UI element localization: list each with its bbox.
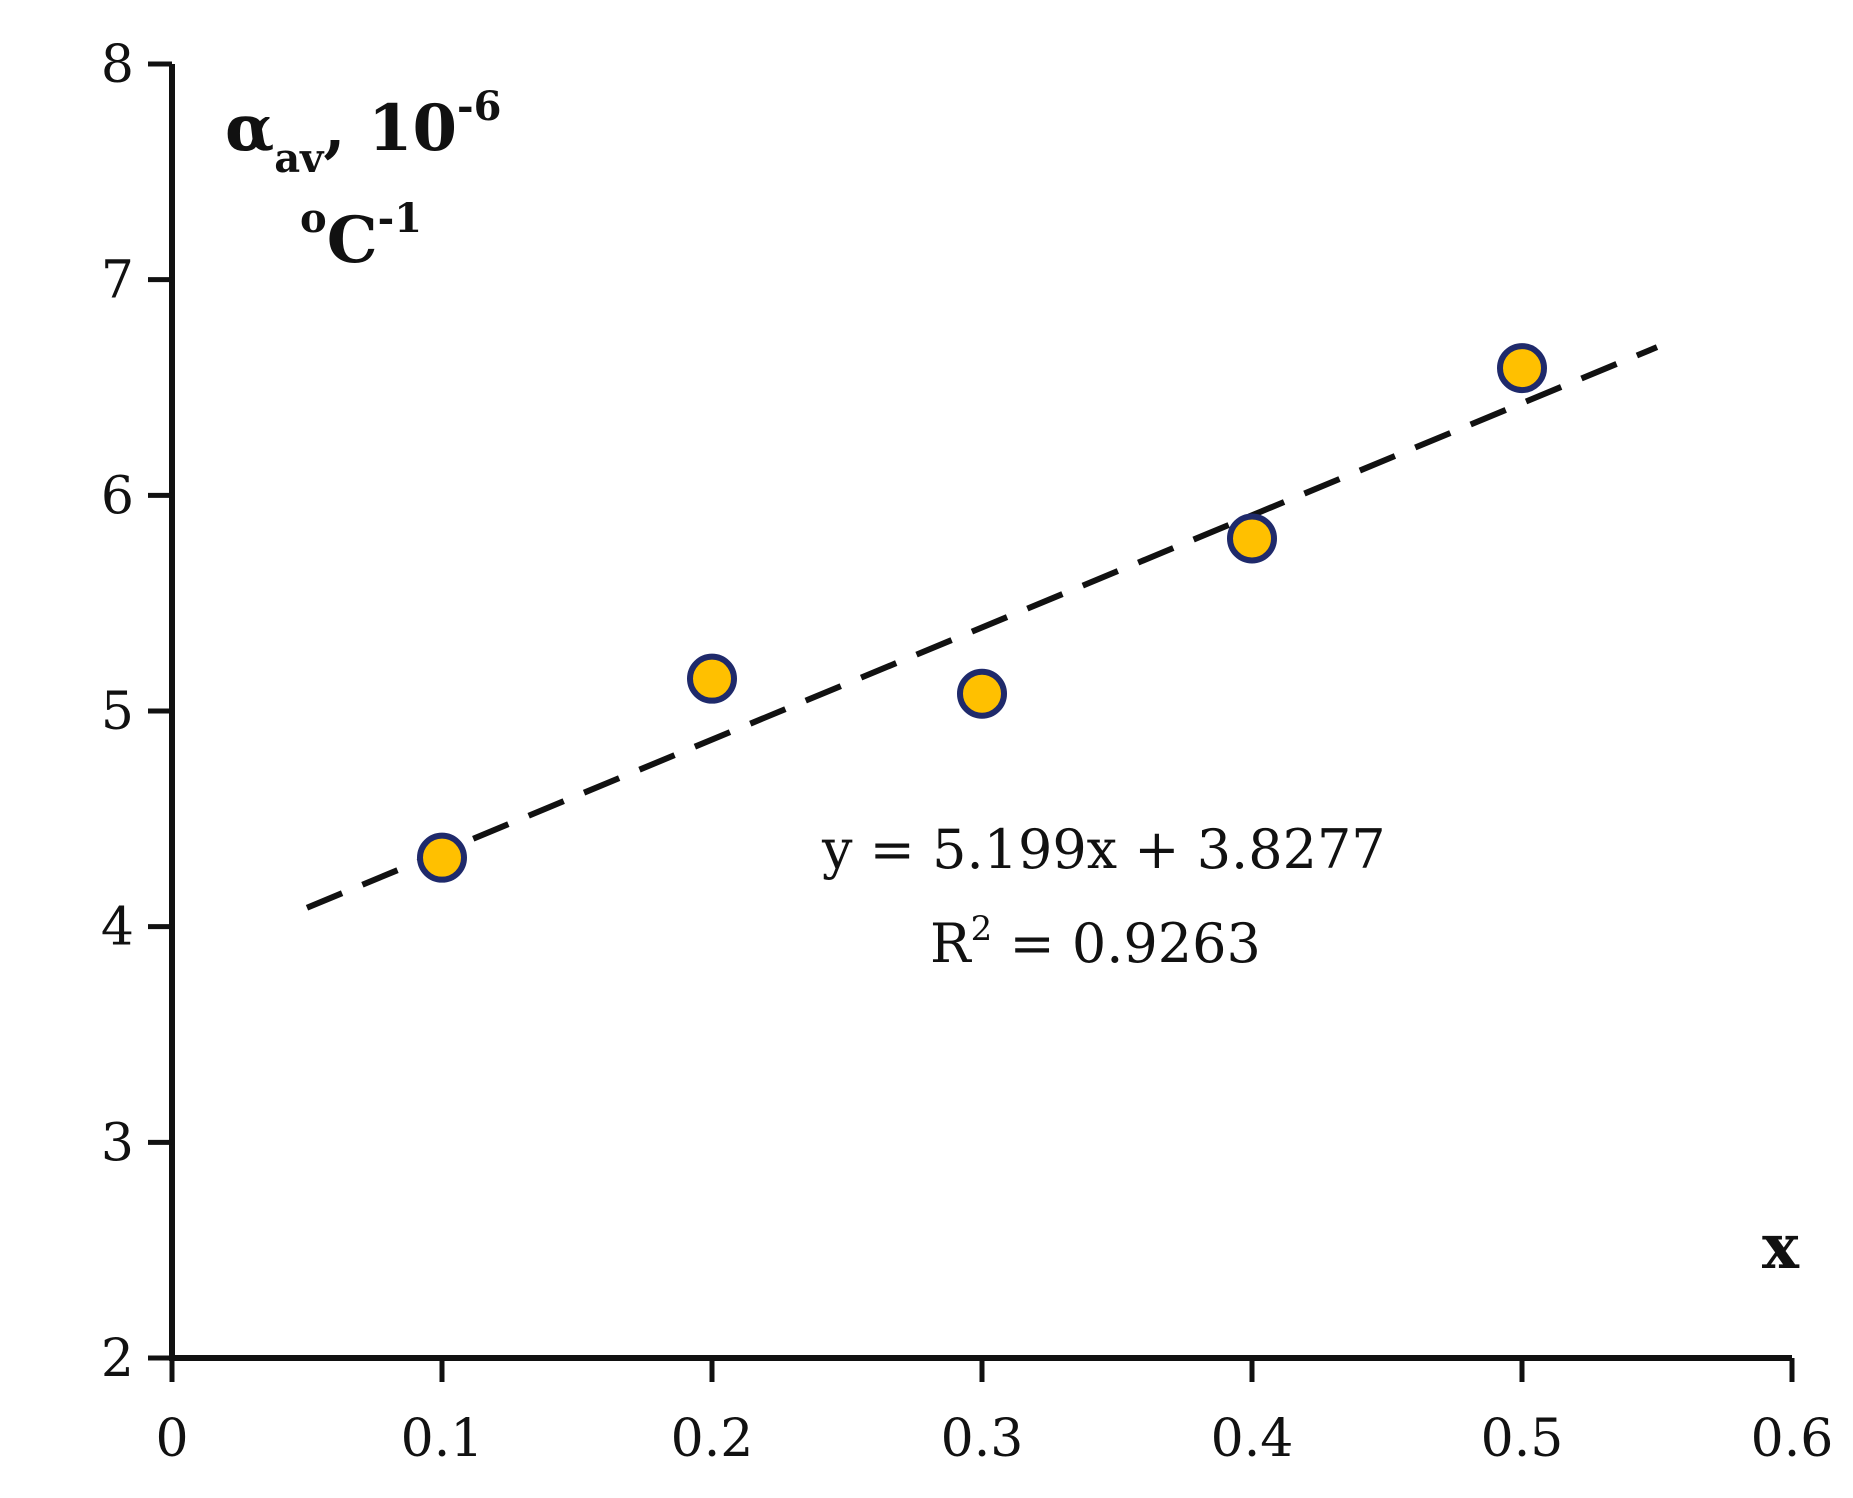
r2-exponent: 2 — [971, 909, 993, 949]
data-point — [1227, 513, 1277, 564]
x-tick-label: 0.4 — [1211, 1409, 1294, 1469]
x-tick-label: 0.2 — [671, 1409, 754, 1469]
y-tick-label: 3 — [101, 1113, 134, 1173]
ylabel-subscript: av — [274, 135, 325, 182]
x-tick-label: 0.6 — [1751, 1409, 1834, 1469]
x-axis-label: x — [1762, 1210, 1800, 1283]
r-squared: R2 = 0.9263 — [930, 909, 1261, 975]
trendline-group — [305, 344, 1659, 911]
y-tick-label: 8 — [101, 35, 134, 95]
data-point — [957, 668, 1007, 719]
data-point — [1497, 343, 1547, 394]
ylabel-unit-exponent: -1 — [378, 195, 422, 242]
x-tick-label: 0.5 — [1481, 1409, 1564, 1469]
ylabel-symbol: α — [225, 91, 274, 166]
trendline — [305, 344, 1659, 911]
data-point — [417, 832, 467, 883]
ylabel-unit: C — [327, 203, 378, 278]
axes: 2 3 4 5 6 7 8 0 0.1 0.2 0.3 0.4 0.5 0.6 — [101, 35, 1833, 1469]
data-points — [417, 343, 1547, 883]
ylabel-base: 10 — [368, 91, 457, 166]
y-tick-label: 4 — [101, 898, 134, 958]
x-tick-label: 0.1 — [401, 1409, 484, 1469]
regression-equation: y = 5.199x + 3.8277 — [821, 818, 1386, 881]
data-point — [687, 653, 737, 704]
y-axis-label-line1: αav, 10-6 — [225, 83, 501, 182]
x-tick-label: 0.3 — [941, 1409, 1024, 1469]
ylabel-comma: , — [323, 91, 345, 166]
ylabel-exponent: -6 — [457, 83, 501, 130]
y-tick-label: 2 — [101, 1329, 134, 1389]
x-tick-label: 0 — [155, 1409, 188, 1469]
y-tick-label: 5 — [101, 682, 134, 742]
y-axis-ticks: 2 3 4 5 6 7 8 — [101, 35, 172, 1389]
r2-prefix: R — [930, 912, 972, 975]
y-axis-label-line2: oC-1 — [300, 195, 422, 278]
r2-suffix: = 0.9263 — [992, 912, 1261, 975]
x-axis-ticks: 0 0.1 0.2 0.3 0.4 0.5 0.6 — [155, 1358, 1833, 1469]
y-tick-label: 7 — [101, 251, 134, 311]
y-tick-label: 6 — [101, 466, 134, 526]
ylabel-unit-prefix: o — [300, 195, 327, 242]
